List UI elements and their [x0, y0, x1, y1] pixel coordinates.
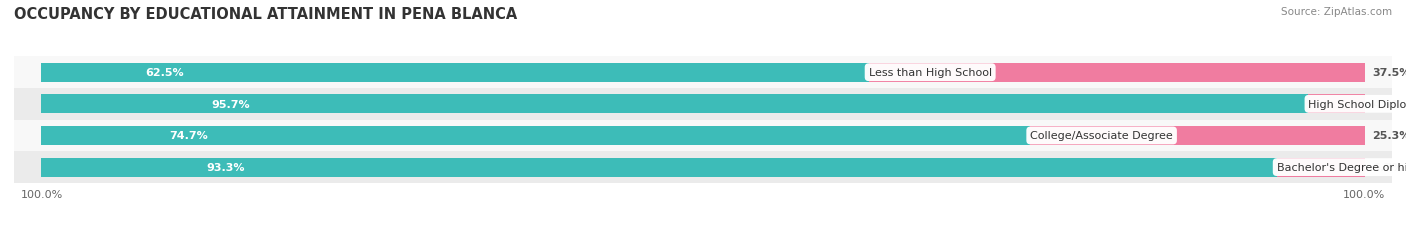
Text: 93.3%: 93.3%: [207, 162, 245, 172]
Bar: [41, 126, 1031, 145]
Text: Source: ZipAtlas.com: Source: ZipAtlas.com: [1281, 7, 1392, 17]
Bar: [41, 64, 869, 82]
Text: 4.3%: 4.3%: [1372, 99, 1403, 109]
Text: 95.7%: 95.7%: [211, 99, 250, 109]
Text: Bachelor's Degree or higher: Bachelor's Degree or higher: [1277, 162, 1406, 172]
Bar: [41, 95, 1309, 114]
Text: 100.0%: 100.0%: [1343, 189, 1385, 199]
Text: 25.3%: 25.3%: [1372, 131, 1406, 141]
Text: College/Associate Degree: College/Associate Degree: [1031, 131, 1173, 141]
Text: OCCUPANCY BY EDUCATIONAL ATTAINMENT IN PENA BLANCA: OCCUPANCY BY EDUCATIONAL ATTAINMENT IN P…: [14, 7, 517, 22]
Bar: [14, 57, 1392, 89]
Bar: [14, 120, 1392, 152]
Bar: [41, 158, 1277, 177]
Text: High School Diploma: High School Diploma: [1309, 99, 1406, 109]
Bar: [1309, 95, 1365, 114]
Text: Less than High School: Less than High School: [869, 68, 991, 78]
Text: 74.7%: 74.7%: [170, 131, 208, 141]
Text: 37.5%: 37.5%: [1372, 68, 1406, 78]
Bar: [869, 64, 1365, 82]
Text: 6.7%: 6.7%: [1372, 162, 1403, 172]
Bar: [1031, 126, 1365, 145]
Bar: [14, 152, 1392, 183]
Bar: [1277, 158, 1365, 177]
Bar: [14, 89, 1392, 120]
Text: 62.5%: 62.5%: [145, 68, 184, 78]
Text: 100.0%: 100.0%: [21, 189, 63, 199]
